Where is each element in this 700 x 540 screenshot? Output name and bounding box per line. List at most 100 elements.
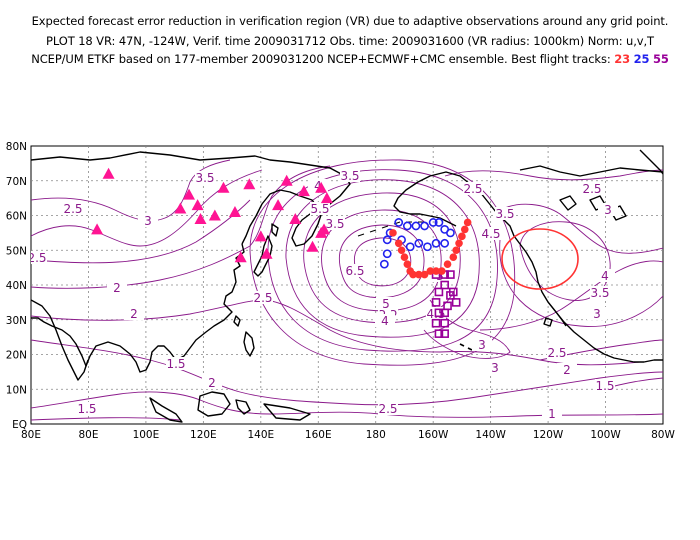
lon-tick-label: 120E <box>190 429 217 441</box>
contour-label: 3 <box>491 361 499 375</box>
contour-label: 1.5 <box>77 402 96 416</box>
contour-label-bg <box>495 207 515 220</box>
contour-label: 1.5 <box>595 379 614 393</box>
header-line-2: PLOT 18 VR: 47N, -124W, Verif. time 2009… <box>46 34 654 48</box>
triangle-marker <box>254 230 267 242</box>
contour-label: 4.5 <box>481 227 500 241</box>
red-track-point <box>420 270 429 279</box>
blue-track-point <box>446 228 455 238</box>
contour-label-bg <box>481 227 501 240</box>
purple-track-point <box>431 318 441 328</box>
triangle-marker <box>228 206 241 218</box>
contour-label: 4 <box>601 269 609 283</box>
triangle-marker <box>289 212 302 224</box>
lon-tick-label: 80E <box>78 429 98 441</box>
contour-label-bg <box>542 407 562 420</box>
triangle-marker <box>102 167 115 179</box>
triangle-marker <box>194 212 207 224</box>
latitude-labels: 80N 70N 60N 50N 40N 30N 20N 10N EQ <box>6 141 27 431</box>
lon-tick-label: 140W <box>475 429 506 441</box>
observation-site-markers <box>91 167 333 263</box>
triangle-marker <box>191 199 204 211</box>
lon-tick-label: 140E <box>247 429 274 441</box>
contour-label: 2.5 <box>547 346 566 360</box>
contour-label-bg <box>31 251 47 264</box>
contour-label-bg <box>340 169 360 182</box>
red-track-point <box>443 260 452 268</box>
red-track-point <box>458 232 466 241</box>
contour-label: 3 <box>604 203 612 217</box>
lat-tick-label: 30N <box>6 315 27 327</box>
triangle-marker <box>306 240 319 252</box>
contour-label-bg <box>485 361 505 374</box>
purple-track-point <box>451 298 461 307</box>
lon-tick-label: 80E <box>21 429 41 441</box>
contour-label: 2.5 <box>463 182 482 196</box>
red-track-point <box>432 267 440 275</box>
track-red-number: 23 <box>614 52 631 66</box>
contour-label: 1.5 <box>166 357 185 371</box>
triangle-marker <box>318 223 331 235</box>
lat-tick-label: EQ <box>12 419 27 431</box>
lon-tick-label: 100W <box>590 429 621 441</box>
red-track-point <box>455 239 463 248</box>
flight-track-blue <box>379 218 455 269</box>
lon-tick-label: 80W <box>651 429 675 441</box>
lat-tick-label: 40N <box>6 280 27 292</box>
blue-track-point <box>411 221 421 231</box>
contour-label: 3.5 <box>195 171 214 185</box>
contour-label-bg <box>595 379 615 392</box>
verification-region-circle <box>501 228 579 290</box>
blue-track-point <box>405 242 415 252</box>
lon-tick-label: 180 <box>366 429 386 441</box>
blue-track-point <box>434 218 444 227</box>
contour-label: 2.5 <box>63 202 82 216</box>
contour-label-bg <box>463 182 483 195</box>
lon-tick-label: 160W <box>418 429 449 441</box>
red-track-point <box>452 246 460 255</box>
purple-track-point <box>434 287 444 297</box>
contour-label: 3 <box>478 338 486 352</box>
red-track-point <box>394 239 403 248</box>
contour-label: 3 <box>144 214 152 228</box>
contour-label-bg <box>376 297 396 310</box>
coastlines <box>31 149 663 423</box>
track-purple-number: 55 <box>652 52 669 66</box>
contour-label: 2 <box>208 376 216 390</box>
triangle-marker <box>234 251 247 263</box>
triangle-marker <box>272 199 285 211</box>
longitude-labels: 80E 80E 100E 120E 140E 160E 180 160W 140W 120W 100… <box>21 429 675 441</box>
contour-label: 2.5 <box>582 182 601 196</box>
blue-track-point <box>431 238 441 248</box>
contour-label-bg <box>107 281 127 294</box>
red-track-point <box>403 260 412 268</box>
contour-label-bg <box>590 286 610 299</box>
triangle-marker <box>320 192 333 204</box>
triangle-marker <box>174 202 187 214</box>
contour-label-bg <box>325 217 345 230</box>
contour-label-bg <box>195 171 215 184</box>
contour-label-bg <box>77 402 97 415</box>
triangle-marker <box>315 181 328 193</box>
triangle-marker <box>297 185 310 197</box>
track-blue-number: 25 <box>633 52 650 66</box>
triangle-marker <box>208 209 221 221</box>
blue-track-point <box>394 218 404 227</box>
contour-label: 2 <box>113 281 121 295</box>
contour-label: 4 <box>381 314 389 328</box>
flight-track-red <box>389 218 472 279</box>
contour-label-bg <box>557 363 577 376</box>
lat-tick-label: 10N <box>6 384 27 396</box>
flight-track-purple <box>431 270 461 338</box>
contour-label-bg <box>202 376 222 389</box>
contour-label-bg <box>345 264 365 277</box>
contour-label-bg <box>63 202 83 215</box>
contour-label-bg <box>587 307 607 320</box>
contour-label-bg <box>138 214 158 227</box>
contour-label-bg <box>378 402 398 415</box>
blue-track-point <box>414 238 424 248</box>
purple-track-point <box>448 287 458 297</box>
contour-label: 6.5 <box>345 264 364 278</box>
red-track-point <box>460 225 469 234</box>
